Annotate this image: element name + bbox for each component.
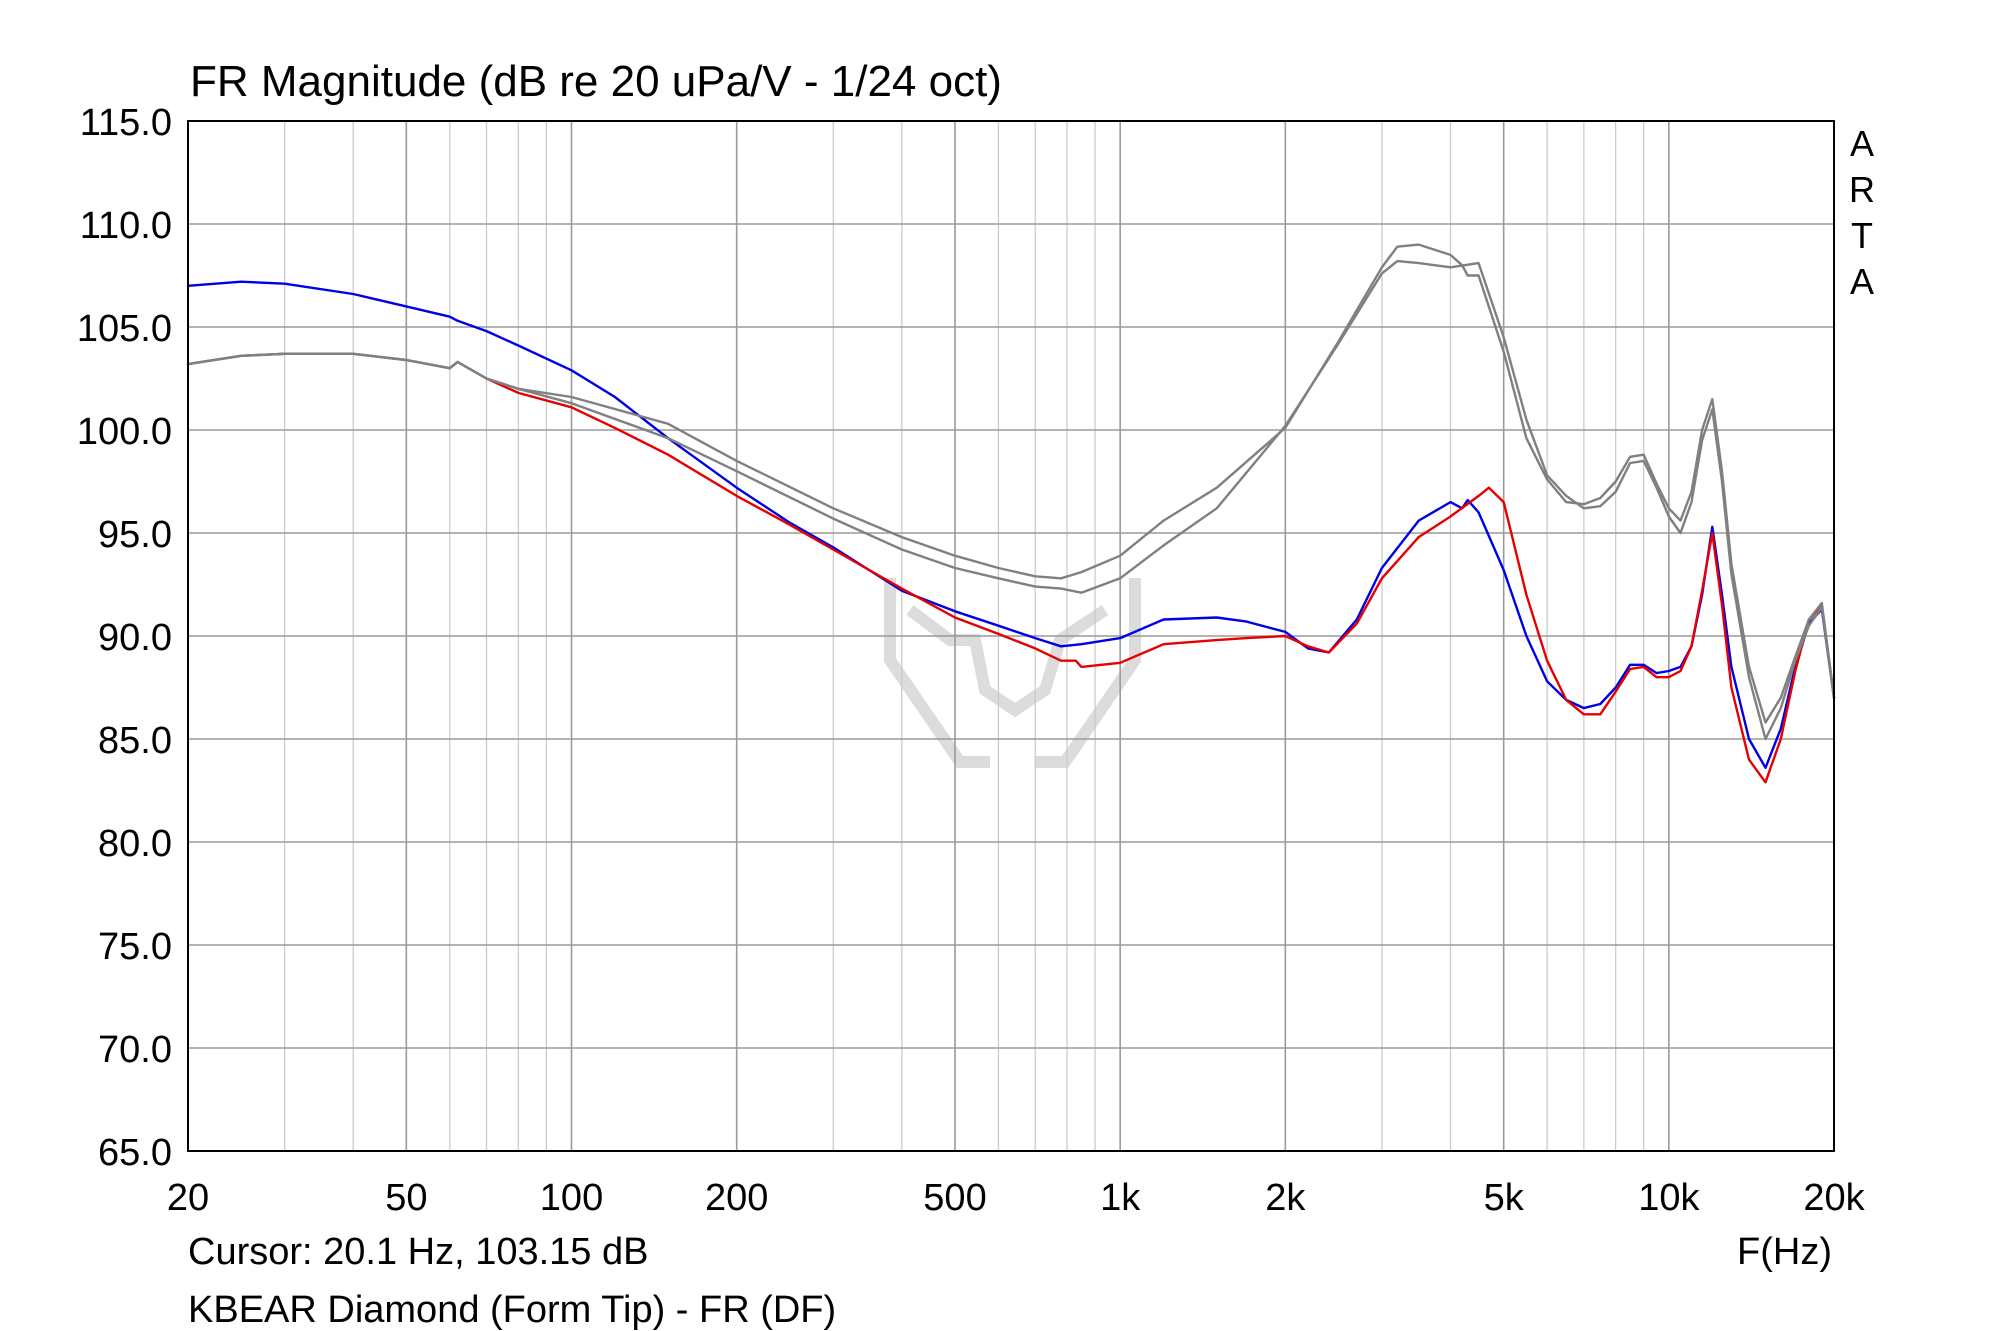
chart-caption: KBEAR Diamond (Form Tip) - FR (DF) <box>188 1289 836 1331</box>
x-tick-label: 1k <box>1100 1177 1141 1219</box>
y-tick-label: 85.0 <box>98 720 172 762</box>
x-tick-label: 10k <box>1638 1177 1700 1219</box>
brand-letter: R <box>1849 169 1875 210</box>
x-axis-labels: 20 50 100 200 500 1k 2k 5k 10k 20k <box>167 1177 1866 1219</box>
x-tick-label: 200 <box>705 1177 768 1219</box>
x-tick-label: 50 <box>385 1177 427 1219</box>
y-tick-label: 90.0 <box>98 617 172 659</box>
x-tick-label: 5k <box>1484 1177 1525 1219</box>
x-tick-label: 20k <box>1803 1177 1865 1219</box>
watermark-logo <box>884 578 1141 768</box>
plot-frame <box>187 120 1835 1152</box>
y-axis-labels: 65.0 70.0 75.0 80.0 85.0 90.0 95.0 100.0 105.0 11… <box>77 102 172 1174</box>
x-axis-label: F(Hz) <box>1737 1231 1832 1273</box>
y-tick-label: 70.0 <box>98 1029 172 1071</box>
brand-letter: T <box>1851 215 1873 256</box>
chart-title: FR Magnitude (dB re 20 uPa/V - 1/24 oct) <box>190 57 1002 106</box>
chart-grid <box>187 120 1835 1152</box>
y-tick-label: 95.0 <box>98 514 172 556</box>
x-tick-label: 500 <box>923 1177 986 1219</box>
y-tick-label: 65.0 <box>98 1132 172 1174</box>
x-tick-label: 2k <box>1265 1177 1306 1219</box>
brand-letter: A <box>1850 261 1874 302</box>
x-tick-label: 100 <box>540 1177 603 1219</box>
series-line-2 <box>186 352 1836 784</box>
y-tick-label: 115.0 <box>80 102 172 144</box>
cursor-readout: Cursor: 20.1 Hz, 103.15 dB <box>188 1231 648 1273</box>
y-tick-label: 100.0 <box>77 411 172 453</box>
series-line-3 <box>186 259 1836 741</box>
y-tick-label: 110.0 <box>80 205 172 247</box>
y-tick-label: 105.0 <box>77 308 172 350</box>
x-tick-label: 20 <box>167 1177 209 1219</box>
series-group <box>186 243 1836 784</box>
series-line-4 <box>186 243 1836 724</box>
y-tick-label: 75.0 <box>98 926 172 968</box>
y-tick-label: 80.0 <box>98 823 172 865</box>
brand-letter: A <box>1850 123 1874 164</box>
series-line-1 <box>186 280 1836 769</box>
